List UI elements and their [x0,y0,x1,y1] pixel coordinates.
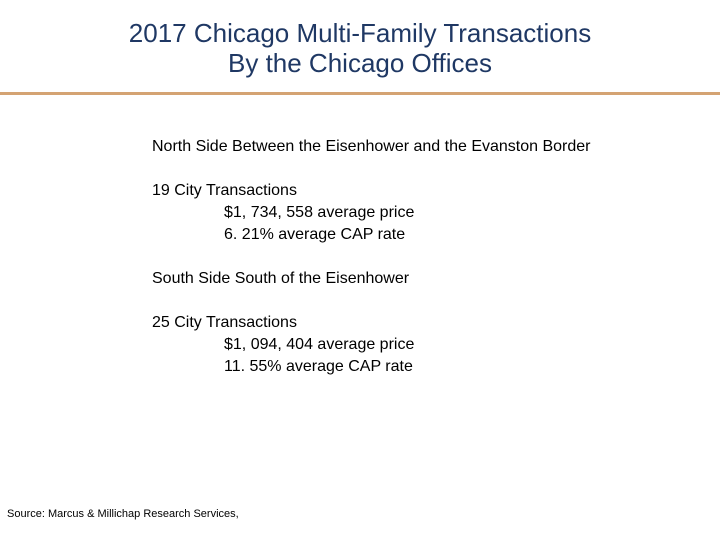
slide-title: 2017 Chicago Multi-Family Transactions B… [0,18,720,78]
north-side-heading: North Side Between the Eisenhower and th… [152,138,591,155]
spacer [152,158,712,180]
south-side-section: South Side South of the Eisenhower 25 Ci… [152,268,712,378]
source-note: Source: Marcus & Millichap Research Serv… [7,508,239,520]
north-side-cap-rate: 6. 21% average CAP rate [224,226,406,243]
spacer [152,246,712,268]
north-side-section: North Side Between the Eisenhower and th… [152,136,712,246]
south-side-count: 25 City Transactions [152,314,297,331]
slide-body: North Side Between the Eisenhower and th… [152,136,712,378]
south-side-price: $1, 094, 404 average price [224,336,415,353]
south-side-cap-rate: 11. 55% average CAP rate [224,358,413,375]
north-side-count: 19 City Transactions [152,182,297,199]
spacer [152,290,712,312]
title-divider [0,92,720,95]
title-line-1: 2017 Chicago Multi-Family Transactions [128,18,592,48]
north-side-price: $1, 734, 558 average price [224,204,415,221]
south-side-heading: South Side South of the Eisenhower [152,270,410,287]
title-line-2: By the Chicago Offices [228,48,492,78]
